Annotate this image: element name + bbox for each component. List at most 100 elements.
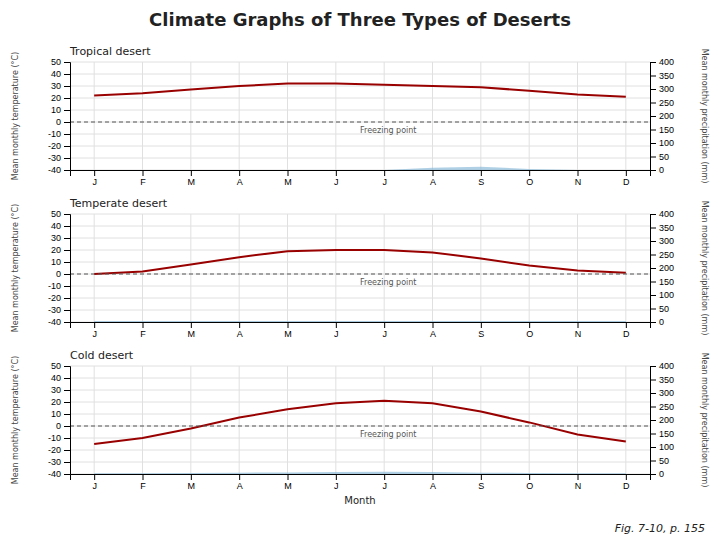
y2-tick: 100 — [650, 138, 674, 148]
y-tick-mark — [64, 122, 70, 123]
grid-line-y — [70, 426, 650, 427]
x-tick-label: J — [92, 177, 97, 187]
y2-tick: 0 — [650, 317, 664, 327]
y-tick-mark — [64, 366, 70, 367]
y2-tick-label: 350 — [659, 71, 674, 81]
x-tick-label: N — [575, 329, 582, 339]
x-tick-label: O — [526, 329, 533, 339]
y-axis: -40-30-20-1001020304050 — [48, 209, 71, 327]
x-tick-label: M — [188, 481, 196, 491]
y-tick-mark — [64, 378, 70, 379]
x-tick: D — [623, 322, 630, 339]
y2-tick: 150 — [650, 277, 674, 287]
climate-graph: Freezing pointJFMAMJJASOND-40-30-20-1001… — [11, 349, 709, 506]
x-tick-label: F — [140, 481, 146, 491]
annotation: Freezing point — [360, 278, 417, 287]
y2-tick: 350 — [650, 223, 674, 233]
x-tick-mark — [626, 322, 627, 328]
grid-line-x — [94, 214, 95, 322]
y2-tick-mark — [650, 393, 656, 394]
grid-line-y — [70, 366, 650, 367]
x-tick: J — [334, 474, 339, 491]
x-tick: A — [430, 322, 436, 339]
y2-tick: 350 — [650, 71, 674, 81]
x-tick-mark — [481, 322, 482, 328]
x-tick-mark — [143, 322, 144, 328]
y2-tick-mark — [650, 474, 656, 475]
plot-marks — [70, 401, 650, 474]
grid-line-x — [142, 62, 143, 170]
freezing-line — [70, 426, 650, 427]
x-tick: M — [284, 322, 292, 339]
x-tick: A — [237, 170, 243, 187]
grid-line-x — [480, 214, 481, 322]
y-tick-mark — [64, 86, 70, 87]
x-tick-label: D — [623, 177, 630, 187]
y-tick: -30 — [48, 457, 70, 467]
grid-line-x — [529, 366, 530, 474]
x-tick-mark — [626, 474, 627, 480]
grid — [70, 214, 650, 322]
y2-tick-label: 350 — [659, 223, 674, 233]
grid-line-x — [384, 366, 385, 474]
x-tick: J — [334, 322, 339, 339]
precipitation-area — [94, 167, 626, 170]
y-tick-mark — [64, 402, 70, 403]
y-tick: -40 — [48, 317, 70, 327]
x-tick-label: J — [382, 481, 387, 491]
precipitation-area — [94, 321, 626, 322]
y-tick-label: 10 — [51, 105, 61, 115]
x-tick-label: J — [382, 177, 387, 187]
y-tick-mark — [64, 426, 70, 427]
y2-tick-label: 400 — [659, 209, 674, 219]
figure: Climate Graphs of Three Types of Deserts… — [0, 0, 720, 540]
y2-tick-mark — [650, 116, 656, 117]
y-tick: 20 — [51, 397, 70, 407]
y-tick-mark — [64, 262, 70, 263]
grid-line-y — [70, 146, 650, 147]
chart-title: Cold desert — [70, 349, 134, 362]
y2-tick-mark — [650, 434, 656, 435]
y-tick-label: 30 — [51, 81, 61, 91]
axis-line — [64, 63, 71, 171]
y-tick-mark — [64, 134, 70, 135]
y-tick: -20 — [48, 141, 70, 151]
y-tick-label: 40 — [51, 221, 61, 231]
grid-line-x — [142, 366, 143, 474]
temperature-line — [94, 401, 626, 444]
x-tick-mark — [481, 474, 482, 480]
x-tick: D — [623, 474, 630, 491]
y2-tick-mark — [650, 322, 656, 323]
grid-line-x — [432, 62, 433, 170]
x-tick-label: J — [334, 177, 339, 187]
x-tick-label: N — [575, 481, 582, 491]
x-tick: J — [334, 170, 339, 187]
grid-line-x — [287, 62, 288, 170]
y2-tick-label: 300 — [659, 84, 674, 94]
x-tick-mark — [94, 474, 95, 480]
y2-tick: 100 — [650, 290, 674, 300]
x-tick: J — [382, 170, 387, 187]
grid-line-y — [70, 122, 650, 123]
y2-tick-label: 200 — [659, 111, 674, 121]
y2-tick: 0 — [650, 469, 664, 479]
grid-line-x — [480, 366, 481, 474]
y2-axis-title: Mean monthly precipitation (mm) — [700, 49, 709, 184]
y-tick-mark — [64, 62, 70, 63]
grid-line-x — [432, 214, 433, 322]
x-tick-mark — [433, 322, 434, 328]
x-tick-label: M — [284, 329, 292, 339]
y2-tick-mark — [650, 130, 656, 131]
y-tick: 30 — [51, 385, 70, 395]
y-tick-label: -40 — [48, 165, 61, 175]
y2-axis-title: Mean monthly precipitation (mm) — [700, 353, 709, 488]
axis-line — [71, 475, 651, 481]
y2-axis: 050100150200250300350400 — [650, 57, 674, 175]
y-tick-label: 10 — [51, 409, 61, 419]
y-tick-label: 0 — [56, 117, 61, 127]
y-tick-mark — [64, 170, 70, 171]
y2-tick: 250 — [650, 402, 674, 412]
x-tick: F — [140, 170, 146, 187]
y2-tick-mark — [650, 461, 656, 462]
x-tick-label: D — [623, 481, 630, 491]
